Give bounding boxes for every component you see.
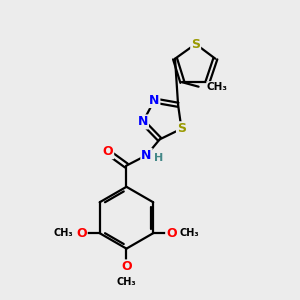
Text: CH₃: CH₃: [53, 228, 73, 238]
Text: N: N: [149, 94, 159, 107]
Text: N: N: [138, 116, 148, 128]
Text: S: S: [191, 38, 200, 50]
Text: H: H: [154, 153, 164, 163]
Text: O: O: [121, 260, 132, 273]
Text: O: O: [103, 145, 113, 158]
Text: CH₃: CH₃: [180, 228, 200, 238]
Text: N: N: [141, 149, 152, 162]
Text: CH₃: CH₃: [207, 82, 228, 92]
Text: O: O: [76, 227, 87, 240]
Text: S: S: [177, 122, 186, 135]
Text: O: O: [166, 227, 177, 240]
Text: CH₃: CH₃: [117, 277, 136, 287]
